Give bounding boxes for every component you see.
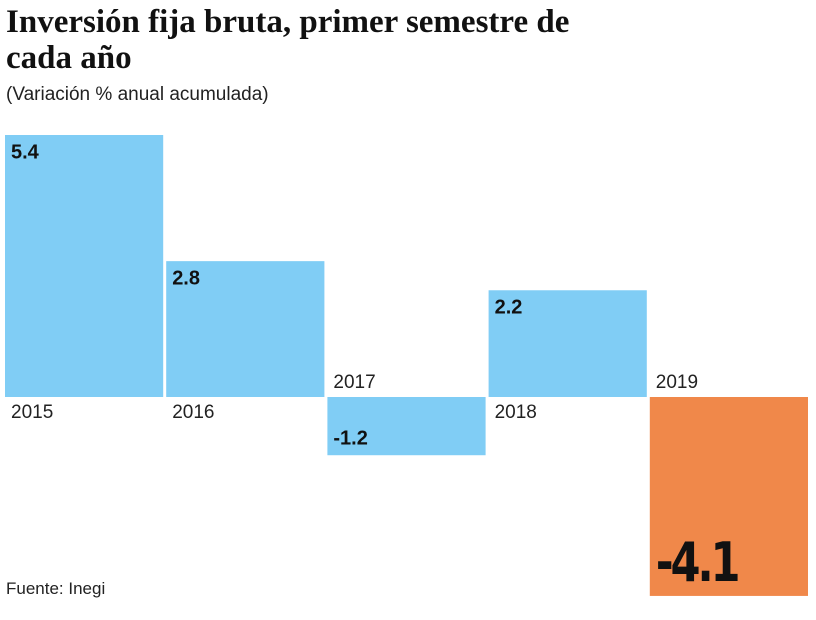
source-note: Fuente: Inegi — [6, 579, 106, 598]
bar — [327, 397, 486, 456]
x-tick-label: 2018 — [495, 402, 537, 423]
bar — [5, 135, 164, 397]
value-label: 5.4 — [11, 141, 40, 163]
value-label: 2.2 — [495, 297, 523, 319]
x-tick-label: 2019 — [656, 372, 698, 393]
value-label: -4.1 — [656, 531, 738, 594]
value-label: -1.2 — [333, 428, 367, 450]
x-tick-label: 2015 — [11, 402, 53, 423]
x-tick-label: 2017 — [333, 372, 375, 393]
x-tick-label: 2016 — [172, 402, 214, 423]
bar — [488, 290, 647, 397]
value-label: 2.8 — [172, 267, 200, 289]
bar — [649, 397, 808, 596]
bar — [166, 261, 325, 397]
chart-title: Inversión fija bruta, primer semestre de… — [6, 4, 570, 76]
chart-subtitle: (Variación % anual acumulada) — [6, 84, 269, 105]
